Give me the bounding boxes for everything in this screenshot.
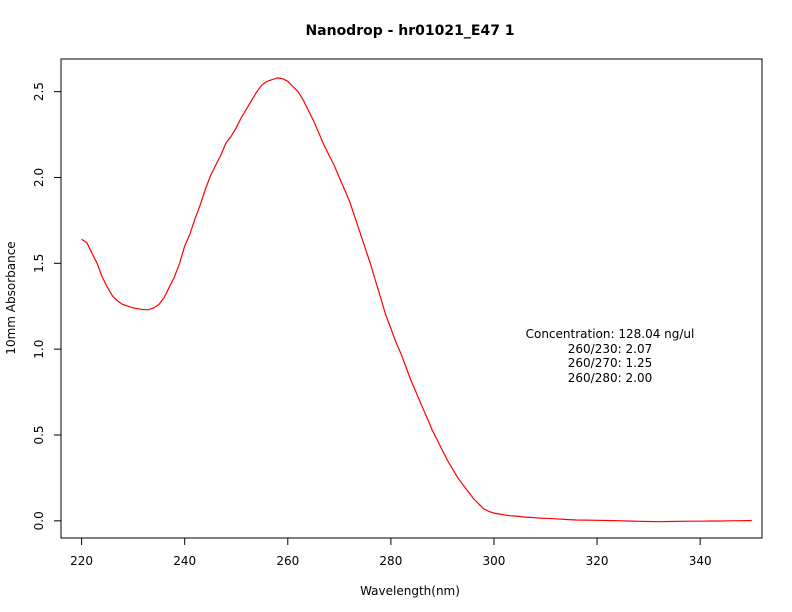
concentration-annotation: Concentration: 128.04 ng/ul bbox=[526, 327, 695, 341]
absorbance-series-line bbox=[81, 77, 752, 523]
x-tick-label: 240 bbox=[173, 554, 196, 568]
ratio-260-230-annotation: 260/230: 2.07 bbox=[568, 342, 652, 356]
y-axis-label: 10mm Absorbance bbox=[4, 241, 18, 354]
y-tick-label: 2.0 bbox=[32, 168, 46, 187]
x-axis-label: Wavelength(nm) bbox=[360, 584, 460, 598]
y-tick-label: 0.0 bbox=[32, 511, 46, 530]
annotation-block: Concentration: 128.04 ng/ul 260/230: 2.0… bbox=[526, 327, 695, 385]
x-tick-label: 260 bbox=[276, 554, 299, 568]
ratio-260-270-annotation: 260/270: 1.25 bbox=[568, 356, 652, 370]
y-tick-label: 1.5 bbox=[32, 254, 46, 273]
y-tick-label: 0.5 bbox=[32, 425, 46, 444]
x-tick-label: 220 bbox=[70, 554, 93, 568]
plot-frame bbox=[60, 58, 763, 539]
x-axis: 220 240 260 280 300 320 340 bbox=[70, 538, 712, 568]
y-tick-label: 1.0 bbox=[32, 340, 46, 359]
y-tick-label: 2.5 bbox=[32, 82, 46, 101]
y-axis: 0.0 0.5 1.0 1.5 2.0 2.5 bbox=[32, 82, 61, 530]
x-tick-label: 300 bbox=[483, 554, 506, 568]
ratio-260-280-annotation: 260/280: 2.00 bbox=[568, 371, 652, 385]
x-tick-label: 340 bbox=[689, 554, 712, 568]
chart-title: Nanodrop - hr01021_E47 1 bbox=[305, 23, 514, 39]
x-tick-label: 320 bbox=[586, 554, 609, 568]
x-tick-label: 280 bbox=[379, 554, 402, 568]
